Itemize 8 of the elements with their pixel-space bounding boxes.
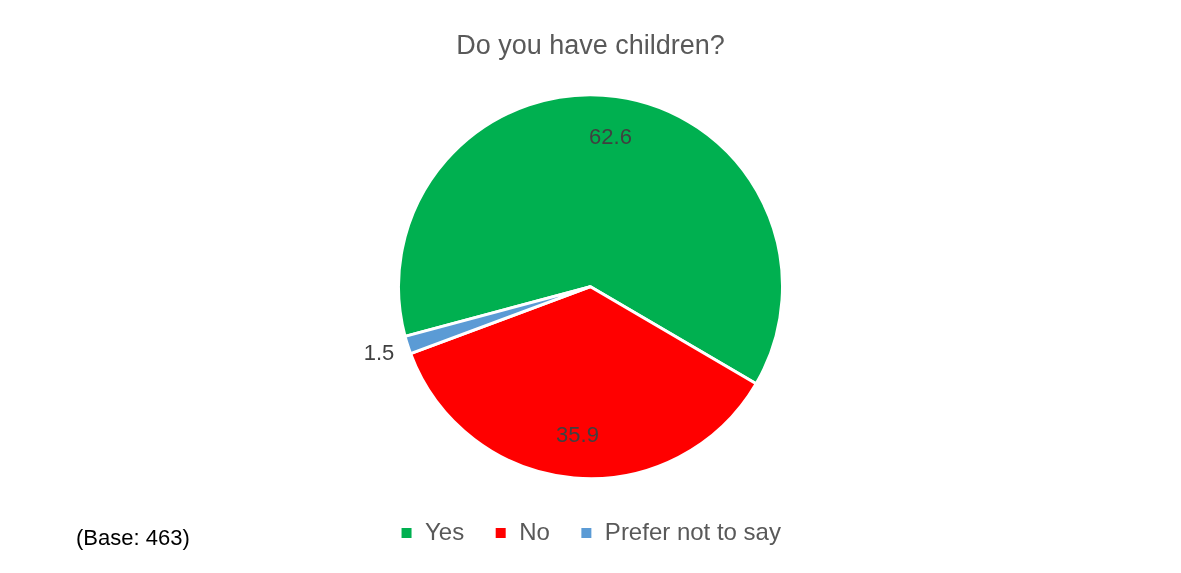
- text: (Base: 463): [76, 525, 190, 551]
- chart-title: Do you have children?: [456, 29, 725, 60]
- legend-label: Prefer not to say: [604, 517, 781, 545]
- data-label: 35.9: [556, 421, 599, 447]
- data-label: 62.6: [589, 124, 632, 150]
- legend-label: No: [519, 517, 550, 545]
- data-label: 1.5: [363, 340, 395, 366]
- legend-label: Yes: [425, 517, 465, 545]
